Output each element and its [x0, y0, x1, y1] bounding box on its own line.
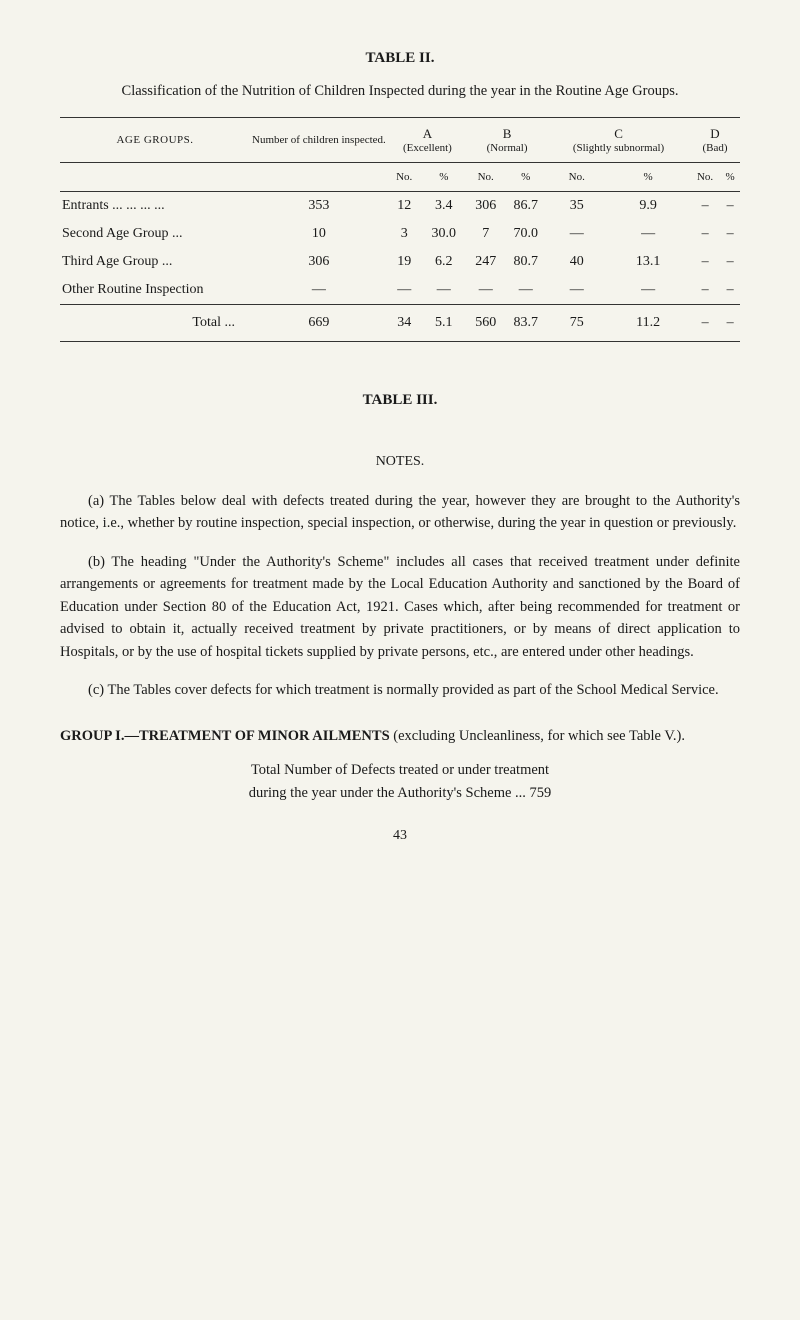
second-b-pct: 70.0 — [504, 220, 547, 248]
second-inspected: 10 — [250, 220, 388, 248]
third-c-no: 40 — [547, 248, 606, 276]
header-b-sub: (Normal) — [487, 142, 528, 154]
subheader-b-no: No. — [467, 162, 504, 191]
entrants-c-no: 35 — [547, 191, 606, 220]
table-2-container: AGE GROUPS. Number of children inspected… — [60, 117, 740, 342]
group-1-total: Total Number of Defects treated or under… — [60, 759, 740, 804]
other-b-no: — — [467, 276, 504, 305]
note-b: (b) The heading "Under the Authority's S… — [60, 551, 740, 663]
table-2-title: TABLE II. — [60, 50, 740, 67]
row-third-age: Third Age Group ... 306 19 6.2 247 80.7 … — [60, 248, 740, 276]
header-col-c: C (Slightly subnormal) — [547, 118, 690, 163]
label-total: Total ... — [60, 304, 250, 341]
total-d-pct: – — [720, 304, 740, 341]
subheader-c-pct: % — [606, 162, 690, 191]
total-inspected: 669 — [250, 304, 388, 341]
entrants-b-pct: 86.7 — [504, 191, 547, 220]
second-b-no: 7 — [467, 220, 504, 248]
row-other-routine: Other Routine Inspection — — — — — — — –… — [60, 276, 740, 305]
row-second-age: Second Age Group ... 10 3 30.0 7 70.0 — … — [60, 220, 740, 248]
header-a-label: A — [423, 126, 432, 141]
total-d-no: – — [690, 304, 720, 341]
entrants-c-pct: 9.9 — [606, 191, 690, 220]
subheader-empty-2 — [250, 162, 388, 191]
table-header-row: AGE GROUPS. Number of children inspected… — [60, 118, 740, 163]
header-a-sub: (Excellent) — [403, 142, 452, 154]
third-a-no: 19 — [388, 248, 421, 276]
third-d-no: – — [690, 248, 720, 276]
header-col-a: A (Excellent) — [388, 118, 467, 163]
third-b-pct: 80.7 — [504, 248, 547, 276]
second-a-pct: 30.0 — [421, 220, 467, 248]
entrants-d-no: – — [690, 191, 720, 220]
total-b-pct: 83.7 — [504, 304, 547, 341]
other-c-no: — — [547, 276, 606, 305]
second-a-no: 3 — [388, 220, 421, 248]
subheader-b-pct: % — [504, 162, 547, 191]
subheader-d-no: No. — [690, 162, 720, 191]
total-a-no: 34 — [388, 304, 421, 341]
label-other-routine: Other Routine Inspection — [60, 276, 250, 305]
header-col-b: B (Normal) — [467, 118, 547, 163]
note-a: (a) The Tables below deal with defects t… — [60, 490, 740, 535]
table-subheader-row: No. % No. % No. % No. % — [60, 162, 740, 191]
second-d-pct: – — [720, 220, 740, 248]
notes-header: NOTES. — [60, 454, 740, 470]
second-c-no: — — [547, 220, 606, 248]
header-c-label: C — [614, 126, 623, 141]
third-inspected: 306 — [250, 248, 388, 276]
group-1-suffix: (excluding Uncleanliness, for which see … — [390, 728, 685, 744]
header-num-inspected: Number of children inspected. — [250, 118, 388, 163]
row-entrants: Entrants ... ... ... ... 353 12 3.4 306 … — [60, 191, 740, 220]
entrants-a-no: 12 — [388, 191, 421, 220]
other-c-pct: — — [606, 276, 690, 305]
other-a-pct: — — [421, 276, 467, 305]
header-d-label: D — [710, 126, 719, 141]
third-d-pct: – — [720, 248, 740, 276]
header-age-groups: AGE GROUPS. — [60, 118, 250, 163]
other-inspected: — — [250, 276, 388, 305]
header-b-label: B — [503, 126, 512, 141]
header-d-sub: (Bad) — [702, 142, 727, 154]
other-d-pct: – — [720, 276, 740, 305]
subheader-a-no: No. — [388, 162, 421, 191]
entrants-d-pct: – — [720, 191, 740, 220]
header-col-d: D (Bad) — [690, 118, 740, 163]
label-entrants: Entrants ... ... ... ... — [60, 191, 250, 220]
note-c: (c) The Tables cover defects for which t… — [60, 679, 740, 701]
other-b-pct: — — [504, 276, 547, 305]
total-c-no: 75 — [547, 304, 606, 341]
second-c-pct: — — [606, 220, 690, 248]
third-b-no: 247 — [467, 248, 504, 276]
subheader-d-pct: % — [720, 162, 740, 191]
subheader-a-pct: % — [421, 162, 467, 191]
subheader-empty-1 — [60, 162, 250, 191]
group-1-header: GROUP I.—TREATMENT OF MINOR AILMENTS (ex… — [60, 726, 740, 748]
table-3-title: TABLE III. — [60, 392, 740, 409]
group-1-bold: GROUP I.—TREATMENT OF MINOR AILMENTS — [60, 728, 390, 744]
other-d-no: – — [690, 276, 720, 305]
total-a-pct: 5.1 — [421, 304, 467, 341]
total-b-no: 560 — [467, 304, 504, 341]
other-a-no: — — [388, 276, 421, 305]
group-1-total-line2: during the year under the Authority's Sc… — [249, 785, 552, 801]
classification-text: Classification of the Nutrition of Child… — [60, 81, 740, 103]
second-d-no: – — [690, 220, 720, 248]
subheader-c-no: No. — [547, 162, 606, 191]
third-c-pct: 13.1 — [606, 248, 690, 276]
row-total: Total ... 669 34 5.1 560 83.7 75 11.2 – … — [60, 304, 740, 341]
entrants-a-pct: 3.4 — [421, 191, 467, 220]
label-third-age: Third Age Group ... — [60, 248, 250, 276]
page-number: 43 — [60, 828, 740, 844]
table-2: AGE GROUPS. Number of children inspected… — [60, 118, 740, 341]
entrants-b-no: 306 — [467, 191, 504, 220]
header-c-sub: (Slightly subnormal) — [573, 142, 664, 154]
label-second-age: Second Age Group ... — [60, 220, 250, 248]
group-1-total-line1: Total Number of Defects treated or under… — [251, 762, 549, 778]
third-a-pct: 6.2 — [421, 248, 467, 276]
total-c-pct: 11.2 — [606, 304, 690, 341]
entrants-inspected: 353 — [250, 191, 388, 220]
